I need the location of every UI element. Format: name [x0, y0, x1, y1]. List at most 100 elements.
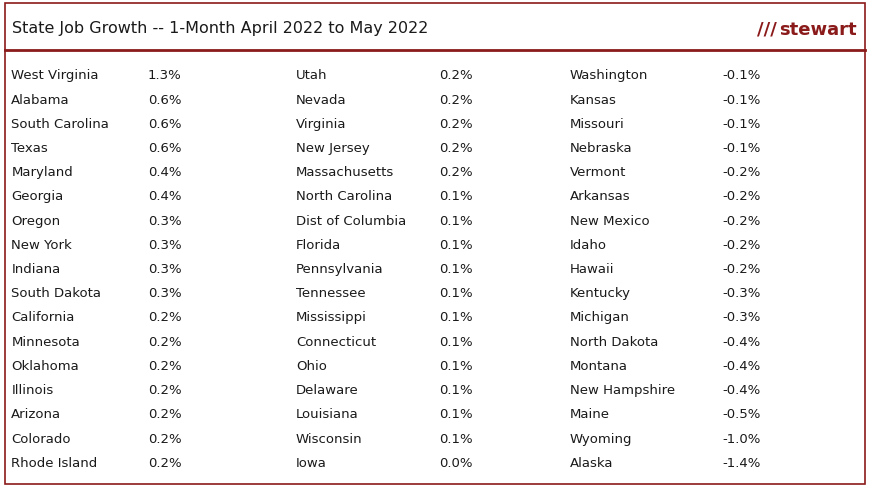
Text: 0.4%: 0.4% — [148, 166, 182, 179]
Text: -0.3%: -0.3% — [721, 287, 760, 300]
Text: -0.2%: -0.2% — [721, 166, 760, 179]
Text: 0.2%: 0.2% — [439, 166, 473, 179]
Text: 0.2%: 0.2% — [148, 456, 182, 469]
Text: -0.2%: -0.2% — [721, 239, 760, 251]
Text: Utah: Utah — [295, 69, 327, 82]
Text: Iowa: Iowa — [295, 456, 326, 469]
Text: Pennsylvania: Pennsylvania — [295, 263, 383, 276]
Text: -0.1%: -0.1% — [721, 69, 760, 82]
Text: -0.4%: -0.4% — [721, 359, 760, 372]
Text: 0.6%: 0.6% — [148, 142, 182, 155]
Text: -0.1%: -0.1% — [721, 118, 760, 131]
Text: 0.2%: 0.2% — [148, 384, 182, 396]
Text: 0.4%: 0.4% — [148, 190, 182, 203]
Text: Nevada: Nevada — [295, 94, 346, 106]
Text: 0.2%: 0.2% — [148, 311, 182, 324]
Text: -0.5%: -0.5% — [721, 407, 760, 421]
Text: Louisiana: Louisiana — [295, 407, 358, 421]
Text: -0.2%: -0.2% — [721, 263, 760, 276]
Text: 1.3%: 1.3% — [148, 69, 182, 82]
Text: 0.1%: 0.1% — [439, 214, 473, 227]
Text: 0.2%: 0.2% — [148, 359, 182, 372]
Text: Massachusetts: Massachusetts — [295, 166, 394, 179]
Text: Florida: Florida — [295, 239, 341, 251]
Text: Texas: Texas — [11, 142, 48, 155]
Text: 0.1%: 0.1% — [439, 311, 473, 324]
Text: Nebraska: Nebraska — [569, 142, 632, 155]
Text: Vermont: Vermont — [569, 166, 626, 179]
Text: 0.3%: 0.3% — [148, 239, 182, 251]
Text: Michigan: Michigan — [569, 311, 629, 324]
Text: -1.4%: -1.4% — [721, 456, 760, 469]
Text: Idaho: Idaho — [569, 239, 607, 251]
Text: Maine: Maine — [569, 407, 609, 421]
Text: 0.1%: 0.1% — [439, 287, 473, 300]
Text: -0.4%: -0.4% — [721, 384, 760, 396]
Text: 0.6%: 0.6% — [148, 94, 182, 106]
Text: Colorado: Colorado — [11, 432, 70, 445]
Text: Ohio: Ohio — [295, 359, 326, 372]
Text: New Mexico: New Mexico — [569, 214, 649, 227]
Text: Wisconsin: Wisconsin — [295, 432, 362, 445]
Text: -0.1%: -0.1% — [721, 94, 760, 106]
Text: Tennessee: Tennessee — [295, 287, 365, 300]
Text: 0.0%: 0.0% — [439, 456, 473, 469]
Text: 0.2%: 0.2% — [439, 69, 473, 82]
Text: South Dakota: South Dakota — [11, 287, 101, 300]
Text: 0.1%: 0.1% — [439, 263, 473, 276]
Text: Washington: Washington — [569, 69, 647, 82]
Text: -0.2%: -0.2% — [721, 190, 760, 203]
Text: New York: New York — [11, 239, 72, 251]
Text: 0.2%: 0.2% — [439, 142, 473, 155]
Text: California: California — [11, 311, 75, 324]
Text: State Job Growth -- 1-Month April 2022 to May 2022: State Job Growth -- 1-Month April 2022 t… — [12, 20, 428, 36]
Text: 0.2%: 0.2% — [148, 407, 182, 421]
Text: New Hampshire: New Hampshire — [569, 384, 674, 396]
Text: -0.4%: -0.4% — [721, 335, 760, 348]
Text: Oregon: Oregon — [11, 214, 60, 227]
Text: Montana: Montana — [569, 359, 627, 372]
Text: Alaska: Alaska — [569, 456, 613, 469]
Text: 0.2%: 0.2% — [148, 432, 182, 445]
Text: stewart: stewart — [778, 20, 855, 39]
Text: 0.3%: 0.3% — [148, 263, 182, 276]
Text: Indiana: Indiana — [11, 263, 61, 276]
Text: 0.1%: 0.1% — [439, 359, 473, 372]
Text: South Carolina: South Carolina — [11, 118, 109, 131]
Text: 0.3%: 0.3% — [148, 214, 182, 227]
Text: Missouri: Missouri — [569, 118, 624, 131]
Text: -0.3%: -0.3% — [721, 311, 760, 324]
Text: Kentucky: Kentucky — [569, 287, 630, 300]
Text: Dist of Columbia: Dist of Columbia — [295, 214, 406, 227]
Text: Kansas: Kansas — [569, 94, 616, 106]
Text: 0.1%: 0.1% — [439, 384, 473, 396]
Text: 0.6%: 0.6% — [148, 118, 182, 131]
Text: Alabama: Alabama — [11, 94, 70, 106]
Text: 0.2%: 0.2% — [439, 118, 473, 131]
Text: 0.1%: 0.1% — [439, 432, 473, 445]
Text: -0.1%: -0.1% — [721, 142, 760, 155]
Text: Hawaii: Hawaii — [569, 263, 614, 276]
Text: 0.2%: 0.2% — [148, 335, 182, 348]
Text: 0.1%: 0.1% — [439, 407, 473, 421]
Text: New Jersey: New Jersey — [295, 142, 369, 155]
Text: Oklahoma: Oklahoma — [11, 359, 79, 372]
Text: Wyoming: Wyoming — [569, 432, 632, 445]
Text: Arkansas: Arkansas — [569, 190, 630, 203]
Text: Virginia: Virginia — [295, 118, 346, 131]
Text: Delaware: Delaware — [295, 384, 358, 396]
Text: Minnesota: Minnesota — [11, 335, 80, 348]
Text: -0.2%: -0.2% — [721, 214, 760, 227]
Text: West Virginia: West Virginia — [11, 69, 99, 82]
Text: North Dakota: North Dakota — [569, 335, 658, 348]
Text: 0.1%: 0.1% — [439, 239, 473, 251]
Text: Maryland: Maryland — [11, 166, 73, 179]
Text: Arizona: Arizona — [11, 407, 62, 421]
Text: ///: /// — [756, 20, 776, 39]
Text: Connecticut: Connecticut — [295, 335, 375, 348]
Text: Rhode Island: Rhode Island — [11, 456, 97, 469]
Text: North Carolina: North Carolina — [295, 190, 392, 203]
Text: -1.0%: -1.0% — [721, 432, 760, 445]
Text: Mississippi: Mississippi — [295, 311, 366, 324]
Text: Georgia: Georgia — [11, 190, 63, 203]
